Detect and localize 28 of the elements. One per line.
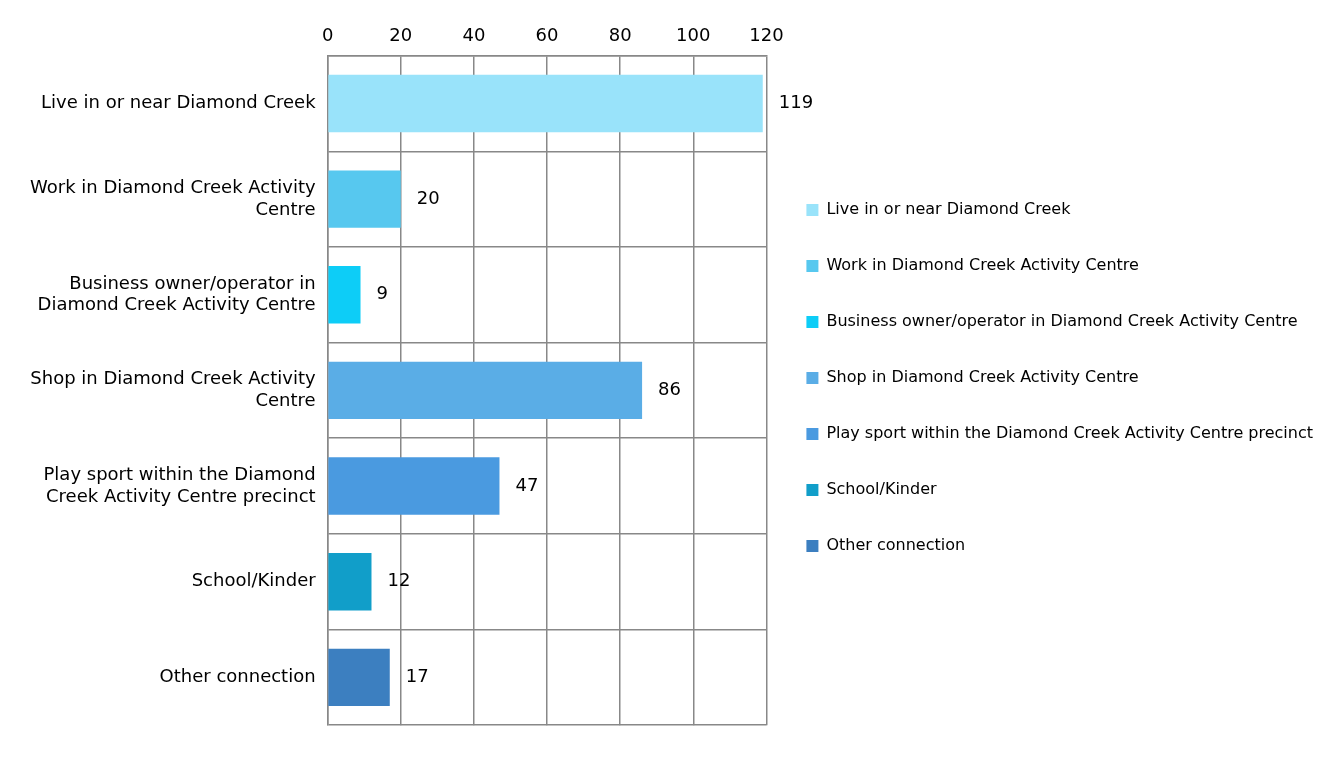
x-tick-label: 60 — [535, 24, 559, 46]
legend-label: Work in Diamond Creek Activity Centre — [826, 255, 1139, 275]
legend-label: Live in or near Diamond Creek — [826, 199, 1072, 219]
legend-label: Other connection — [826, 535, 966, 555]
legend-label: School/Kinder — [826, 479, 937, 499]
x-tick-label: 80 — [608, 24, 632, 46]
y-tick-label: School/Kinder — [191, 569, 317, 591]
x-tick-label: 100 — [676, 24, 711, 46]
y-tick-label: Shop in Diamond Creek Activity Centre — [30, 367, 316, 410]
x-tick-label: 0 — [321, 24, 334, 46]
legend-label: Business owner/operator in Diamond Creek Activity Centre — [826, 311, 1298, 331]
y-tick-label: Play sport within the Diamond Creek Activity Centre precinct — [43, 462, 316, 506]
x-tick-label: 120 — [749, 24, 784, 46]
x-tick-label: 40 — [462, 24, 486, 46]
y-tick-label: Live in or near Diamond Creek — [41, 91, 317, 113]
data-label: 9 — [376, 282, 388, 304]
x-tick-label: 20 — [389, 24, 413, 46]
y-tick-label: Business owner/operator in Diamond Creek Activity Centre — [37, 271, 316, 315]
data-label: 47 — [515, 473, 539, 495]
data-label: 119 — [778, 91, 814, 113]
legend-label: Play sport within the Diamond Creek Activity Centre precinct — [826, 423, 1314, 443]
data-label: 17 — [405, 665, 429, 687]
y-tick-label: Other connection — [159, 665, 316, 687]
data-label: 86 — [658, 378, 681, 400]
legend-label: Shop in Diamond Creek Activity Centre — [826, 367, 1139, 387]
data-label: 20 — [416, 186, 440, 208]
data-label: 12 — [387, 569, 411, 591]
y-tick-label: Work in Diamond Creek Activity Centre — [30, 175, 316, 219]
